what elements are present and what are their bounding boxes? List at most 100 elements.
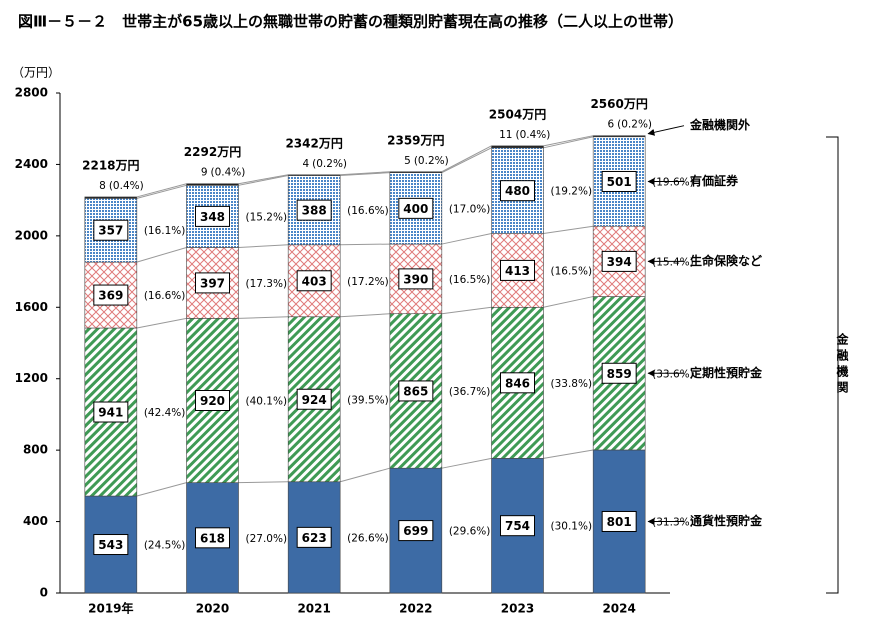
value-box (500, 259, 535, 281)
connector (136, 183, 187, 198)
value-box (500, 372, 535, 394)
connector (543, 296, 594, 308)
y-tick-label: 1600 (15, 300, 48, 314)
total-label: 2359万円 (387, 133, 444, 147)
bar-segment (84, 196, 138, 199)
connector (238, 174, 289, 185)
value-label: 8 (99, 180, 106, 192)
share-label: (16.5%) (449, 274, 491, 286)
value-box (601, 362, 637, 384)
value-label: 623 (302, 531, 327, 545)
share-label: (33.8%) (551, 378, 593, 390)
value-label: 11 (499, 129, 512, 141)
connector (543, 225, 594, 235)
connector (441, 233, 492, 245)
bar-segment (491, 145, 544, 149)
y-tick-label: 2000 (15, 228, 48, 242)
value-label: 413 (505, 264, 530, 278)
connector (340, 313, 390, 318)
value-box (93, 534, 129, 556)
value-label: 846 (505, 376, 530, 390)
value-label: 357 (98, 224, 123, 238)
share-label: (40.1%) (246, 396, 288, 408)
share-label: (0.2%) (617, 119, 652, 131)
legend-label: 金融機関外 (689, 117, 750, 132)
connector (543, 449, 594, 459)
share-label: (16.6%) (144, 290, 186, 302)
share-label: (15.2%) (246, 211, 288, 223)
connector (136, 246, 187, 263)
connector (543, 136, 594, 149)
share-label: (31.3%) (652, 516, 694, 528)
x-tick-label: 2020 (196, 602, 229, 616)
y-tick-label: 0 (40, 586, 48, 600)
value-label: 920 (200, 394, 225, 408)
connector (238, 316, 289, 319)
share-label: (16.6%) (347, 205, 389, 217)
value-label: 348 (200, 210, 225, 224)
y-tick-label: 400 (23, 514, 48, 528)
legend-label: 有価証券 (690, 173, 739, 188)
value-label: 699 (403, 524, 428, 538)
value-label: 369 (98, 289, 123, 303)
value-box (195, 527, 230, 549)
x-tick-label: 2024 (602, 602, 635, 616)
total-label: 2218万円 (82, 158, 139, 172)
share-label: (29.6%) (449, 526, 491, 538)
y-unit: （万円） (12, 66, 60, 80)
value-label: 859 (607, 367, 632, 381)
value-box (296, 526, 332, 548)
share-label: (0.2%) (414, 155, 449, 167)
share-label: (16.1%) (144, 225, 186, 237)
x-tick-label: 2019年 (88, 601, 133, 616)
share-label: (19.6%) (652, 176, 694, 188)
connector (441, 457, 492, 469)
bracket (826, 136, 839, 594)
legend-arrow (647, 125, 685, 136)
x-tick-label: 2021 (297, 602, 330, 616)
connector (340, 467, 390, 483)
y-tick-label: 800 (23, 443, 48, 457)
connector (340, 171, 390, 176)
value-label: 480 (505, 184, 530, 198)
share-label: (24.5%) (144, 540, 186, 552)
value-box (398, 268, 434, 290)
value-label: 6 (607, 119, 614, 131)
value-label: 501 (607, 175, 632, 189)
share-label: (17.2%) (347, 276, 389, 288)
value-box (93, 219, 129, 241)
value-label: 4 (302, 158, 309, 170)
value-box (500, 180, 535, 202)
connector (340, 243, 390, 246)
total-label: 2342万円 (285, 136, 342, 150)
value-box (601, 510, 637, 532)
value-label: 394 (607, 255, 632, 269)
y-tick-label: 2800 (15, 86, 48, 100)
share-label: (26.6%) (347, 532, 389, 544)
connector (543, 135, 594, 147)
value-label: 754 (505, 519, 530, 533)
connector (238, 244, 289, 248)
value-label: 400 (403, 202, 428, 216)
share-label: (0.4%) (516, 129, 551, 141)
value-label: 618 (200, 531, 225, 545)
share-label: (17.3%) (246, 278, 288, 290)
value-box (398, 380, 434, 402)
share-label: (17.0%) (449, 203, 491, 215)
connector (441, 147, 492, 174)
bracket-label: 金融機関 (835, 332, 849, 397)
value-box (296, 270, 332, 292)
value-box (195, 390, 230, 411)
share-label: (27.0%) (246, 533, 288, 545)
share-label: (33.6%) (652, 368, 694, 380)
value-box (296, 199, 332, 221)
bar-segment (389, 171, 443, 173)
value-label: 941 (98, 406, 123, 420)
total-label: 2292万円 (184, 145, 241, 159)
bar-segment (592, 135, 646, 138)
value-box (601, 170, 637, 192)
connector (136, 482, 187, 497)
connector (441, 145, 492, 173)
value-box (195, 272, 230, 294)
value-label: 924 (302, 393, 327, 407)
